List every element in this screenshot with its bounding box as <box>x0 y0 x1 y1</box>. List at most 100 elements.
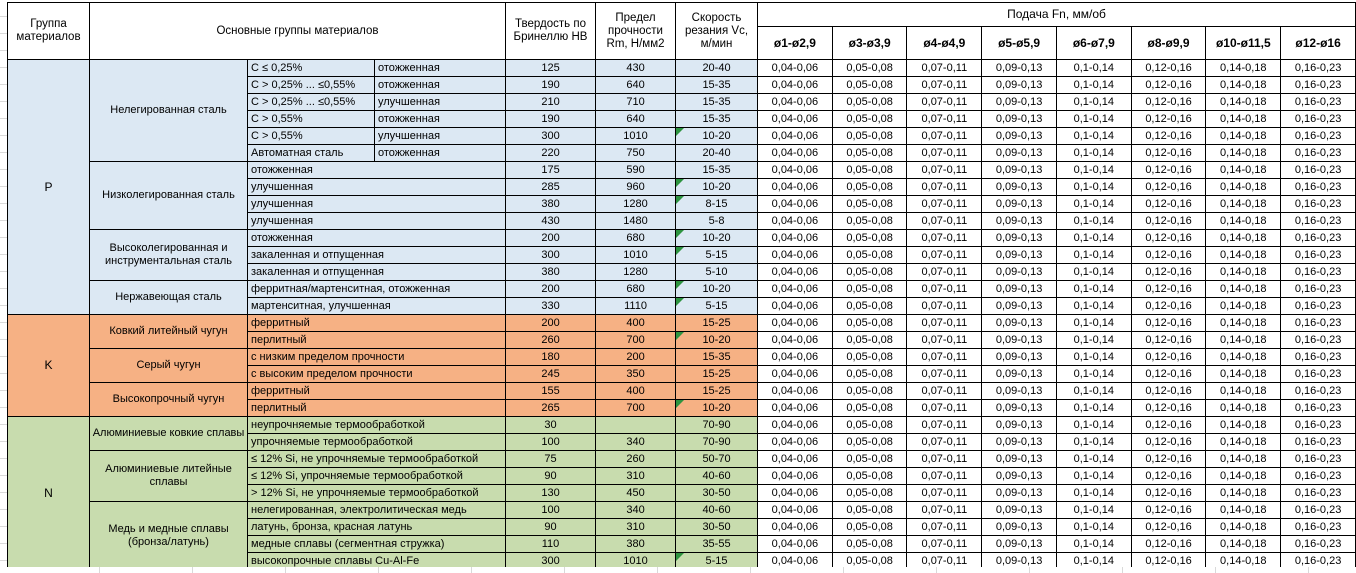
cutting-speed-vc-cell[interactable]: 5-15 <box>675 552 759 570</box>
feed-value-cell[interactable]: 0,16-0,23 <box>1280 365 1356 383</box>
feed-value-cell[interactable]: 0,14-0,18 <box>1205 280 1282 298</box>
feed-value-cell[interactable]: 0,04-0,06 <box>757 161 833 179</box>
header-feed-diameter-col[interactable]: ø4-ø4,9 <box>906 26 983 60</box>
cutting-speed-vc-cell[interactable]: 20-40 <box>675 59 759 77</box>
feed-value-cell[interactable]: 0,14-0,18 <box>1205 144 1282 162</box>
material-description-cell[interactable]: перлитный <box>246 399 507 417</box>
feed-value-cell[interactable]: 0,05-0,08 <box>831 178 908 196</box>
material-composition-cell[interactable]: C > 0,25% ... ≤0,55% <box>247 76 375 94</box>
strength-rm-cell[interactable]: 450 <box>595 484 677 502</box>
feed-value-cell[interactable]: 0,07-0,11 <box>906 484 983 502</box>
cutting-speed-vc-cell[interactable]: 70-90 <box>675 416 759 434</box>
feed-value-cell[interactable]: 0,09-0,13 <box>981 467 1057 485</box>
hardness-hb-cell[interactable]: 220 <box>505 144 597 162</box>
feed-value-cell[interactable]: 0,09-0,13 <box>981 484 1057 502</box>
material-description-cell[interactable]: упрочняемые термообработкой <box>246 433 507 451</box>
feed-value-cell[interactable]: 0,12-0,16 <box>1130 433 1207 451</box>
hardness-hb-cell[interactable]: 300 <box>505 552 597 570</box>
header-feed-diameter-col[interactable]: ø12-ø16 <box>1280 26 1356 60</box>
feed-value-cell[interactable]: 0,07-0,11 <box>906 263 983 281</box>
feed-value-cell[interactable]: 0,14-0,18 <box>1205 331 1282 349</box>
feed-value-cell[interactable]: 0,05-0,08 <box>831 144 908 162</box>
hardness-hb-cell[interactable]: 190 <box>505 110 597 128</box>
cutting-speed-vc-cell[interactable]: 15-25 <box>675 314 759 332</box>
material-description-cell[interactable]: ≤ 12% Si, упрочняемые термообработкой <box>246 467 507 485</box>
feed-value-cell[interactable]: 0,05-0,08 <box>831 399 908 417</box>
feed-value-cell[interactable]: 0,07-0,11 <box>906 433 983 451</box>
strength-rm-cell[interactable]: 430 <box>595 59 677 77</box>
strength-rm-cell[interactable]: 1010 <box>595 127 677 145</box>
feed-value-cell[interactable]: 0,12-0,16 <box>1130 280 1207 298</box>
feed-value-cell[interactable]: 0,12-0,16 <box>1130 416 1207 434</box>
material-state-cell[interactable]: отожженная <box>373 110 507 128</box>
header-cutting-speed[interactable]: Скорость резания Vc, м/мин <box>675 2 759 60</box>
feed-value-cell[interactable]: 0,16-0,23 <box>1280 246 1356 264</box>
feed-value-cell[interactable]: 0,14-0,18 <box>1205 246 1282 264</box>
strength-rm-cell[interactable]: 1280 <box>595 263 677 281</box>
feed-value-cell[interactable]: 0,04-0,06 <box>757 195 833 213</box>
group-code-cell-K[interactable]: K <box>7 314 90 417</box>
material-description-cell[interactable]: улучшенная <box>246 195 507 213</box>
hardness-hb-cell[interactable]: 200 <box>505 280 597 298</box>
header-feed-diameter-col[interactable]: ø8-ø9,9 <box>1130 26 1207 60</box>
feed-value-cell[interactable]: 0,04-0,06 <box>757 59 833 77</box>
feed-value-cell[interactable]: 0,12-0,16 <box>1130 331 1207 349</box>
feed-value-cell[interactable]: 0,05-0,08 <box>831 297 908 315</box>
feed-value-cell[interactable]: 0,04-0,06 <box>757 518 833 536</box>
feed-value-cell[interactable]: 0,14-0,18 <box>1205 535 1282 553</box>
feed-value-cell[interactable]: 0,14-0,18 <box>1205 229 1282 247</box>
feed-value-cell[interactable]: 0,04-0,06 <box>757 484 833 502</box>
material-description-cell[interactable]: > 12% Si, не упрочняемые термообработкой <box>246 484 507 502</box>
feed-value-cell[interactable]: 0,05-0,08 <box>831 331 908 349</box>
feed-value-cell[interactable]: 0,12-0,16 <box>1130 229 1207 247</box>
feed-value-cell[interactable]: 0,05-0,08 <box>831 59 908 77</box>
material-description-cell[interactable]: мартенситная, улучшенная <box>246 297 507 315</box>
header-tensile-strength[interactable]: Предел прочности Rm, Н/мм2 <box>595 2 677 60</box>
cutting-speed-vc-cell[interactable]: 10-20 <box>675 280 759 298</box>
feed-value-cell[interactable]: 0,09-0,13 <box>981 246 1057 264</box>
cutting-speed-vc-cell[interactable]: 15-35 <box>675 110 759 128</box>
feed-value-cell[interactable]: 0,07-0,11 <box>906 229 983 247</box>
feed-value-cell[interactable]: 0,07-0,11 <box>906 246 983 264</box>
feed-value-cell[interactable]: 0,16-0,23 <box>1280 280 1356 298</box>
feed-value-cell[interactable]: 0,1-0,14 <box>1055 399 1132 417</box>
feed-value-cell[interactable]: 0,14-0,18 <box>1205 178 1282 196</box>
feed-value-cell[interactable]: 0,1-0,14 <box>1055 144 1132 162</box>
cutting-speed-vc-cell[interactable]: 15-35 <box>675 93 759 111</box>
feed-value-cell[interactable]: 0,07-0,11 <box>906 331 983 349</box>
feed-value-cell[interactable]: 0,1-0,14 <box>1055 127 1132 145</box>
feed-value-cell[interactable]: 0,09-0,13 <box>981 76 1057 94</box>
cutting-speed-vc-cell[interactable]: 15-35 <box>675 76 759 94</box>
feed-value-cell[interactable]: 0,09-0,13 <box>981 263 1057 281</box>
feed-value-cell[interactable]: 0,04-0,06 <box>757 501 833 519</box>
feed-value-cell[interactable]: 0,09-0,13 <box>981 93 1057 111</box>
feed-value-cell[interactable]: 0,07-0,11 <box>906 297 983 315</box>
feed-value-cell[interactable]: 0,09-0,13 <box>981 161 1057 179</box>
feed-value-cell[interactable]: 0,07-0,11 <box>906 161 983 179</box>
feed-value-cell[interactable]: 0,05-0,08 <box>831 535 908 553</box>
feed-value-cell[interactable]: 0,1-0,14 <box>1055 246 1132 264</box>
feed-value-cell[interactable]: 0,16-0,23 <box>1280 297 1356 315</box>
feed-value-cell[interactable]: 0,16-0,23 <box>1280 416 1356 434</box>
feed-value-cell[interactable]: 0,09-0,13 <box>981 212 1057 230</box>
feed-value-cell[interactable]: 0,09-0,13 <box>981 59 1057 77</box>
feed-value-cell[interactable]: 0,04-0,06 <box>757 127 833 145</box>
feed-value-cell[interactable]: 0,07-0,11 <box>906 552 983 570</box>
feed-value-cell[interactable]: 0,04-0,06 <box>757 399 833 417</box>
feed-value-cell[interactable]: 0,16-0,23 <box>1280 450 1356 468</box>
hardness-hb-cell[interactable]: 90 <box>505 467 597 485</box>
feed-value-cell[interactable]: 0,04-0,06 <box>757 93 833 111</box>
feed-value-cell[interactable]: 0,04-0,06 <box>757 246 833 264</box>
cutting-speed-vc-cell[interactable]: 15-25 <box>675 365 759 383</box>
feed-value-cell[interactable]: 0,1-0,14 <box>1055 518 1132 536</box>
hardness-hb-cell[interactable]: 285 <box>505 178 597 196</box>
feed-value-cell[interactable]: 0,1-0,14 <box>1055 365 1132 383</box>
material-block-name-cell[interactable]: Высоколегированная и инструментальная ст… <box>89 229 248 281</box>
feed-value-cell[interactable]: 0,07-0,11 <box>906 110 983 128</box>
feed-value-cell[interactable]: 0,05-0,08 <box>831 280 908 298</box>
feed-value-cell[interactable]: 0,09-0,13 <box>981 178 1057 196</box>
feed-value-cell[interactable]: 0,16-0,23 <box>1280 212 1356 230</box>
feed-value-cell[interactable]: 0,12-0,16 <box>1130 518 1207 536</box>
strength-rm-cell[interactable]: 750 <box>595 144 677 162</box>
material-block-name-cell[interactable]: Нержавеющая сталь <box>89 280 248 315</box>
